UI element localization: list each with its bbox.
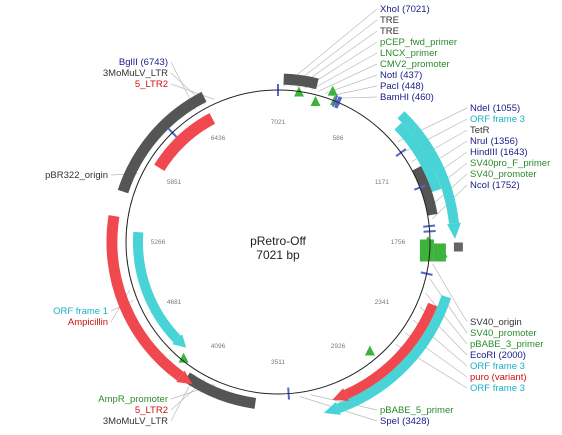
coordinate-tick: 6436 xyxy=(211,135,226,142)
orf-arc xyxy=(132,231,181,343)
orf-arc xyxy=(397,111,459,225)
leader-line xyxy=(170,83,215,100)
ltr-arc xyxy=(183,372,257,409)
feature-label: TRE xyxy=(380,15,399,26)
coordinate-tick: 5266 xyxy=(151,239,166,246)
promoter-block xyxy=(433,243,446,262)
ltr-arc xyxy=(283,73,319,90)
orf-arc xyxy=(336,295,452,413)
feature-label: TRE xyxy=(380,26,399,37)
backbone-circle xyxy=(125,89,431,395)
feature-label: CMV2_promoter xyxy=(380,59,450,70)
feature-label: ORF frame 3 xyxy=(470,383,525,394)
coordinate-tick: 2341 xyxy=(375,299,390,306)
feature-label: 5_LTR2 xyxy=(135,79,168,90)
coordinate-tick: 586 xyxy=(333,135,344,142)
feature-label: TetR xyxy=(470,125,490,136)
primer-icon xyxy=(327,85,338,96)
feature-arcs xyxy=(106,73,463,415)
feature-label: NruI (1356) xyxy=(470,136,518,147)
feature-label: SpeI (3428) xyxy=(380,416,430,427)
feature-label: NdeI (1055) xyxy=(470,103,520,114)
plasmid-length: 7021 bp xyxy=(256,248,300,262)
resistance-arc xyxy=(343,302,438,400)
resistance-arc xyxy=(154,113,216,172)
feature-label: SV40_promoter xyxy=(470,328,537,339)
coordinate-tick: 1756 xyxy=(391,239,406,246)
feature-label: LNCX_primer xyxy=(380,48,438,59)
arrowhead-icon xyxy=(332,388,349,401)
feature-label: ORF frame 3 xyxy=(470,361,525,372)
feature-label: AmpR_promoter xyxy=(98,394,168,405)
arrowhead-icon xyxy=(176,370,193,385)
promoter-block xyxy=(419,239,434,262)
feature-label: pBABE_5_primer xyxy=(380,405,453,416)
leader-line xyxy=(290,19,378,87)
coordinate-tick: 7021 xyxy=(271,119,286,126)
feature-label: PacI (448) xyxy=(380,81,424,92)
resistance-arc xyxy=(106,215,184,381)
primer-icon xyxy=(310,95,321,106)
arrowhead-icon xyxy=(323,401,341,415)
leader-line xyxy=(425,292,468,345)
leader-line xyxy=(331,85,378,96)
orf-arc xyxy=(394,122,442,193)
feature-label: BglII (6743) xyxy=(119,57,168,68)
feature-label: 3MoMuLV_LTR xyxy=(103,68,168,79)
coordinate-tick: 5851 xyxy=(167,179,182,186)
leader-line xyxy=(432,263,468,323)
coordinate-tick: 3511 xyxy=(271,359,285,366)
arrowhead-icon xyxy=(447,222,461,239)
feature-label: ORF frame 1 xyxy=(53,306,108,317)
feature-label: SV40_origin xyxy=(470,317,522,328)
feature-label: NotI (437) xyxy=(380,70,422,81)
feature-label: Ampicillin xyxy=(68,317,108,328)
plasmid-name: pRetro-Off xyxy=(250,234,306,248)
feature-label: NcoI (1752) xyxy=(470,180,520,191)
feature-label: EcoRI (2000) xyxy=(470,350,526,361)
leader-line xyxy=(318,63,378,92)
primer-icon xyxy=(178,352,189,363)
coordinate-tick: 4096 xyxy=(211,343,226,350)
terminator-block xyxy=(453,242,463,252)
feature-label: SV40_promoter xyxy=(470,169,537,180)
feature-label: pCEP_fwd_primer xyxy=(380,37,457,48)
coordinate-tick: 4681 xyxy=(167,299,182,306)
feature-label: puro (variant) xyxy=(470,372,527,383)
arrowhead-icon xyxy=(172,334,187,348)
coordinate-ticks: 7021 586 1171 1756 2341 2926 3511 4096 4681 5266 5… xyxy=(151,119,406,366)
leader-line xyxy=(311,52,378,90)
tetr-arc xyxy=(412,165,438,216)
feature-label: BamHI (460) xyxy=(380,92,434,103)
coordinate-tick: 2926 xyxy=(331,343,346,350)
ltr-arc xyxy=(117,91,207,194)
feature-labels: XhoI (7021)TRETREpCEP_fwd_primerLNCX_pri… xyxy=(45,4,550,427)
feature-label: pBR322_origin xyxy=(45,170,108,181)
feature-label: HindIII (1643) xyxy=(470,147,528,158)
feature-label: ORF frame 3 xyxy=(470,114,525,125)
feature-label: pBABE_3_primer xyxy=(470,339,543,350)
feature-label: XhoI (7021) xyxy=(380,4,430,15)
feature-label: 5_LTR2 xyxy=(135,405,168,416)
coordinate-tick: 1171 xyxy=(375,179,389,186)
primer-icon xyxy=(364,345,375,356)
leader-line xyxy=(283,8,378,87)
leader-line xyxy=(338,96,378,99)
feature-label: SV40pro_F_primer xyxy=(470,158,550,169)
feature-label: 3MoMuLV_LTR xyxy=(103,416,168,427)
